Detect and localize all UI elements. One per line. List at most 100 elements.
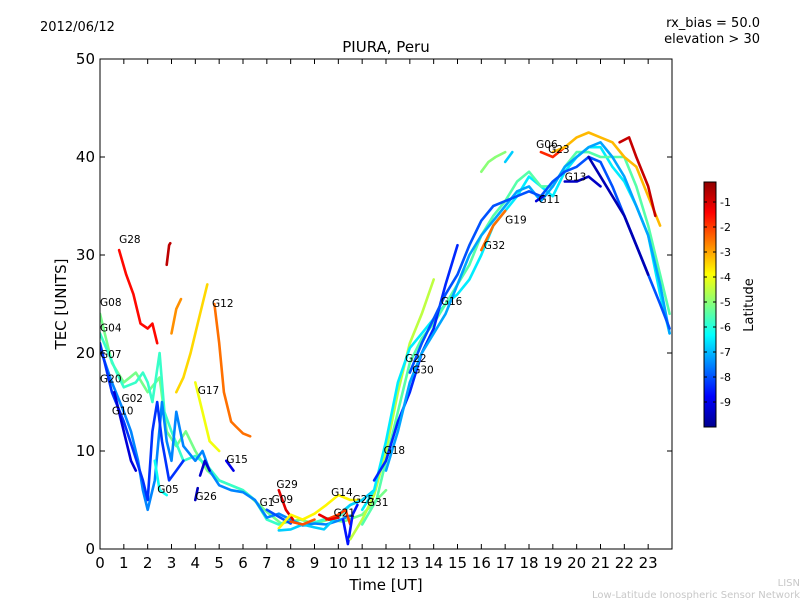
x-tick-label: 7 <box>262 554 272 572</box>
x-tick-label: 18 <box>519 554 538 572</box>
tec-trace-x <box>360 150 671 526</box>
satellite-label-g10: G10 <box>112 406 133 418</box>
tec-trace-o <box>225 459 235 472</box>
tec-trace-h <box>170 297 183 335</box>
tec-trace-d <box>100 341 185 502</box>
satellite-label-g23: G23 <box>548 144 570 156</box>
satellite-label-g17: G17 <box>198 385 220 397</box>
chart-title: PIURA, Peru <box>342 38 429 56</box>
satellite-label-g09: G09 <box>272 494 294 506</box>
x-tick-label: 23 <box>639 554 658 572</box>
tec-trace-v <box>348 278 436 541</box>
y-tick-label: 0 <box>85 540 95 558</box>
colorbar-label: Latitude <box>742 278 757 332</box>
y-tick-label: 50 <box>76 50 95 68</box>
elevation-label: elevation > 30 <box>664 32 760 47</box>
satellite-label-g06: G06 <box>536 139 558 151</box>
satellite-label-g30: G30 <box>412 365 434 377</box>
y-tick-label: 20 <box>76 344 95 362</box>
colorbar-tick-label: -3 <box>720 246 731 259</box>
tec-trace-af <box>551 131 662 227</box>
x-tick-label: 17 <box>496 554 515 572</box>
satellite-label-g08: G08 <box>100 297 122 309</box>
rx-bias-label: rx_bias = 50.0 <box>666 16 760 31</box>
satellite-label-g12: G12 <box>212 298 234 310</box>
tec-trace-y <box>372 243 459 482</box>
x-tick-label: 12 <box>376 554 395 572</box>
tec-trace-l <box>153 459 168 497</box>
tec-trace-r <box>277 493 364 530</box>
colorbar-ticks: -1 -2 -3 -4 -5 -6 -7 -8 -9 <box>704 196 731 409</box>
x-tick-label: 14 <box>424 554 443 572</box>
lisn-watermark: LISN <box>778 578 800 589</box>
colorbar-tick-label: -1 <box>720 196 731 209</box>
x-tick-label: 9 <box>310 554 320 572</box>
satellite-label-g15: G15 <box>226 454 248 466</box>
colorbar-tick-label: -8 <box>720 371 731 384</box>
tec-trace-t <box>325 508 352 526</box>
satellite-label-g13: G13 <box>565 172 587 184</box>
tec-trace-b <box>100 332 376 527</box>
x-tick-label: 19 <box>543 554 562 572</box>
colorbar-tick-label: -2 <box>720 221 731 234</box>
tec-trace-m <box>194 486 199 502</box>
satellite-label-g28: G28 <box>119 234 141 246</box>
x-tick-label: 15 <box>448 554 467 572</box>
y-axis-label: TEC [UNITS] <box>52 259 70 351</box>
x-tick-label: 16 <box>472 554 491 572</box>
satellite-label-g05: G05 <box>157 484 179 496</box>
satellite-label-g22: G22 <box>405 353 427 365</box>
satellite-label-g21: G21 <box>334 508 356 520</box>
x-tick-label: 10 <box>329 554 348 572</box>
tec-trace-n <box>198 459 211 477</box>
tec-trace-k <box>194 381 221 453</box>
tec-trace-f <box>117 248 159 345</box>
tec-trace-ac <box>503 150 514 164</box>
tec-trace-ah <box>563 175 602 188</box>
tec-trace-w <box>360 145 671 512</box>
y-tick-label: 10 <box>76 442 95 460</box>
colorbar-tick-label: -5 <box>720 296 731 309</box>
satellite-label-g07: G07 <box>100 349 122 361</box>
x-tick-label: 20 <box>567 554 586 572</box>
colorbar-tick-label: -6 <box>720 321 731 334</box>
satellite-label-g1: G1 <box>260 497 275 509</box>
x-tick-label: 22 <box>615 554 634 572</box>
tec-trace-s <box>277 488 376 532</box>
satellite-label-g29: G29 <box>276 479 298 491</box>
tec-trace-g <box>165 241 172 267</box>
satellite-label-g19: G19 <box>505 215 526 227</box>
tec-trace-e <box>113 390 138 472</box>
tec-trace-al <box>317 513 340 521</box>
satellite-labels: G28G08G04G07G20G02G10G05G26G12G17G15G29G… <box>100 139 586 519</box>
tec-trace-ak <box>289 518 316 526</box>
colorbar-tick-label: -7 <box>720 346 731 359</box>
x-tick-label: 21 <box>591 554 610 572</box>
satellite-label-g20: G20 <box>100 373 122 385</box>
y-tick-label: 30 <box>76 246 95 264</box>
x-tick-label: 5 <box>214 554 224 572</box>
date-label: 2012/06/12 <box>40 20 115 35</box>
tec-trace-ai <box>587 155 650 276</box>
x-tick-label: 1 <box>119 554 129 572</box>
satellite-label-g26: G26 <box>195 491 217 503</box>
tec-trace-ad <box>479 209 507 252</box>
y-tick-label: 40 <box>76 148 95 166</box>
satellite-label-g16: G16 <box>441 296 463 308</box>
x-axis-label: Time [UT] <box>348 576 422 594</box>
tec-trace-i <box>175 283 209 394</box>
axis-ticks: 0 1 2 3 4 5 6 7 8 9 10 11 12 13 14 15 16 17 18 19 20 21 22 2301… <box>76 50 672 572</box>
x-tick-label: 13 <box>400 554 419 572</box>
satellite-label-g04: G04 <box>100 322 122 334</box>
satellite-label-g31: G31 <box>367 497 389 509</box>
x-tick-label: 0 <box>95 554 105 572</box>
satellite-label-g25: G25 <box>353 494 375 506</box>
x-tick-label: 2 <box>143 554 153 572</box>
colorbar-tick-label: -4 <box>720 271 731 284</box>
satellite-label-g18: G18 <box>384 445 406 457</box>
tec-trace-ae <box>539 145 567 159</box>
satellite-label-g11: G11 <box>539 194 561 206</box>
network-watermark: Low-Latitude Ionospheric Sensor Network <box>592 590 800 600</box>
x-tick-label: 6 <box>238 554 248 572</box>
series-layer <box>100 131 671 546</box>
